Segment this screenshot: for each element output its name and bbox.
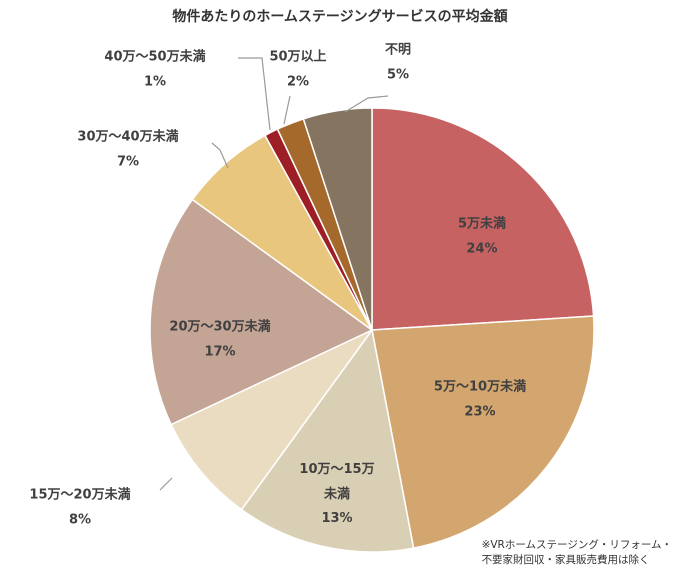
pie-slice xyxy=(371,315,595,549)
slice-label-value: 23% xyxy=(464,404,496,419)
slice-label-name: 未満 xyxy=(323,486,350,502)
slice-label-name: 30万～40万未満 xyxy=(77,129,179,145)
slice-label: 20万～30万未満 17% xyxy=(169,315,270,364)
slice-label-value: 2% xyxy=(286,74,310,89)
slice-label: 不明 5% xyxy=(385,38,411,87)
slice-label-value: 7% xyxy=(116,154,140,169)
slice-label-value: 5% xyxy=(386,67,410,82)
pie-slice xyxy=(240,328,415,553)
leader-line xyxy=(159,477,173,491)
slice-label: 30万～40万未満 7% xyxy=(77,125,178,174)
slice-label-name: 5万～10万未満 xyxy=(433,379,527,395)
footnote-line-1: ※VRホームステージング・リフォーム・ xyxy=(481,539,672,551)
leader-line xyxy=(211,142,229,169)
slice-label-name: 40万～50万未満 xyxy=(104,49,206,65)
slice-label: 40万～50万未満 1% xyxy=(104,45,205,94)
slice-label-value: 1% xyxy=(143,74,167,89)
leader-line xyxy=(238,57,271,131)
slice-label: 5万未満 24% xyxy=(458,212,506,261)
slice-label: 15万～20万未満 8% xyxy=(29,483,130,532)
leader-line xyxy=(344,95,389,113)
pie-slices xyxy=(149,107,595,553)
pie-slice xyxy=(149,198,374,426)
slice-label-name: 5万未満 xyxy=(457,216,507,232)
slice-label-name: 50万以上 xyxy=(269,49,327,65)
slice-label-value: 24% xyxy=(466,241,498,256)
leader-lines xyxy=(159,57,389,491)
slice-label-name: 20万～30万未満 xyxy=(169,319,271,335)
leader-line xyxy=(283,95,291,125)
footnote-line-2: 不要家財回収・家具販売費用は除く xyxy=(481,554,650,567)
slice-label: 5万～10万未満 23% xyxy=(434,375,526,424)
slice-label-name: 不明 xyxy=(384,42,412,58)
slice-label: 10万～15万 未満 13% xyxy=(299,458,374,532)
pie-slice xyxy=(302,107,373,331)
pie-slice xyxy=(170,329,373,511)
pie-slice xyxy=(371,107,595,331)
slice-label-value: 17% xyxy=(204,344,236,359)
chart-title: 物件あたりのホームステージングサービスの平均金額 xyxy=(172,9,508,25)
slice-label-name: 10万～15万 xyxy=(299,461,375,477)
slice-label-value: 13% xyxy=(321,511,353,527)
slice-label: 50万以上 2% xyxy=(269,45,326,94)
slice-label-name: 15万～20万未満 xyxy=(29,487,131,503)
slice-label-value: 8% xyxy=(68,512,92,527)
footnote: ※VRホームステージング・リフォーム・ 不要家財回収・家具販売費用は除く xyxy=(482,538,672,568)
